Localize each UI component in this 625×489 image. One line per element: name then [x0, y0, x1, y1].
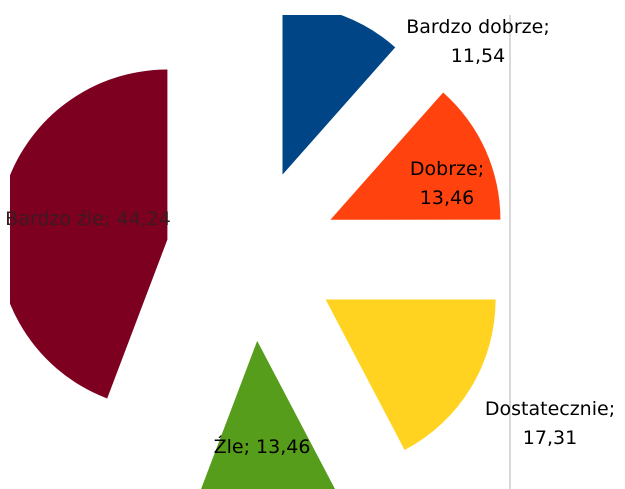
- label-part: ;: [543, 16, 550, 38]
- label-part: Bardzo dobrze: [406, 16, 544, 38]
- pie-slice: [10, 69, 168, 399]
- data-label: Bardzo dobrze; 11,54: [393, 13, 563, 71]
- pie: [10, 15, 501, 489]
- label-part: ;: [477, 158, 485, 180]
- label-part: 11,54: [450, 45, 506, 67]
- data-label: Dostatecznie; 17,31: [465, 395, 625, 453]
- pie-slice: [325, 299, 496, 450]
- pie-slice: [282, 15, 396, 175]
- data-label: Źle; 13,46: [212, 433, 312, 462]
- label-part: 44,24: [116, 208, 171, 230]
- label-part: 13,46: [256, 436, 311, 458]
- data-label: Dobrze; 13,46: [392, 155, 502, 213]
- data-label: Bardzo źle; 44,24: [0, 205, 178, 234]
- pie-slice: [330, 92, 501, 220]
- label-part: Bardzo źle: [5, 208, 104, 230]
- label-part: ;: [103, 208, 117, 230]
- label-part: ;: [243, 436, 257, 458]
- label-part: ;: [608, 398, 616, 420]
- label-part: Dobrze: [409, 158, 478, 180]
- label-part: 13,46: [419, 187, 475, 209]
- pie-slice: [201, 340, 335, 489]
- label-part: 17,31: [522, 427, 578, 449]
- label-part: Źle: [213, 436, 244, 458]
- label-part: Dostatecznie: [484, 398, 609, 420]
